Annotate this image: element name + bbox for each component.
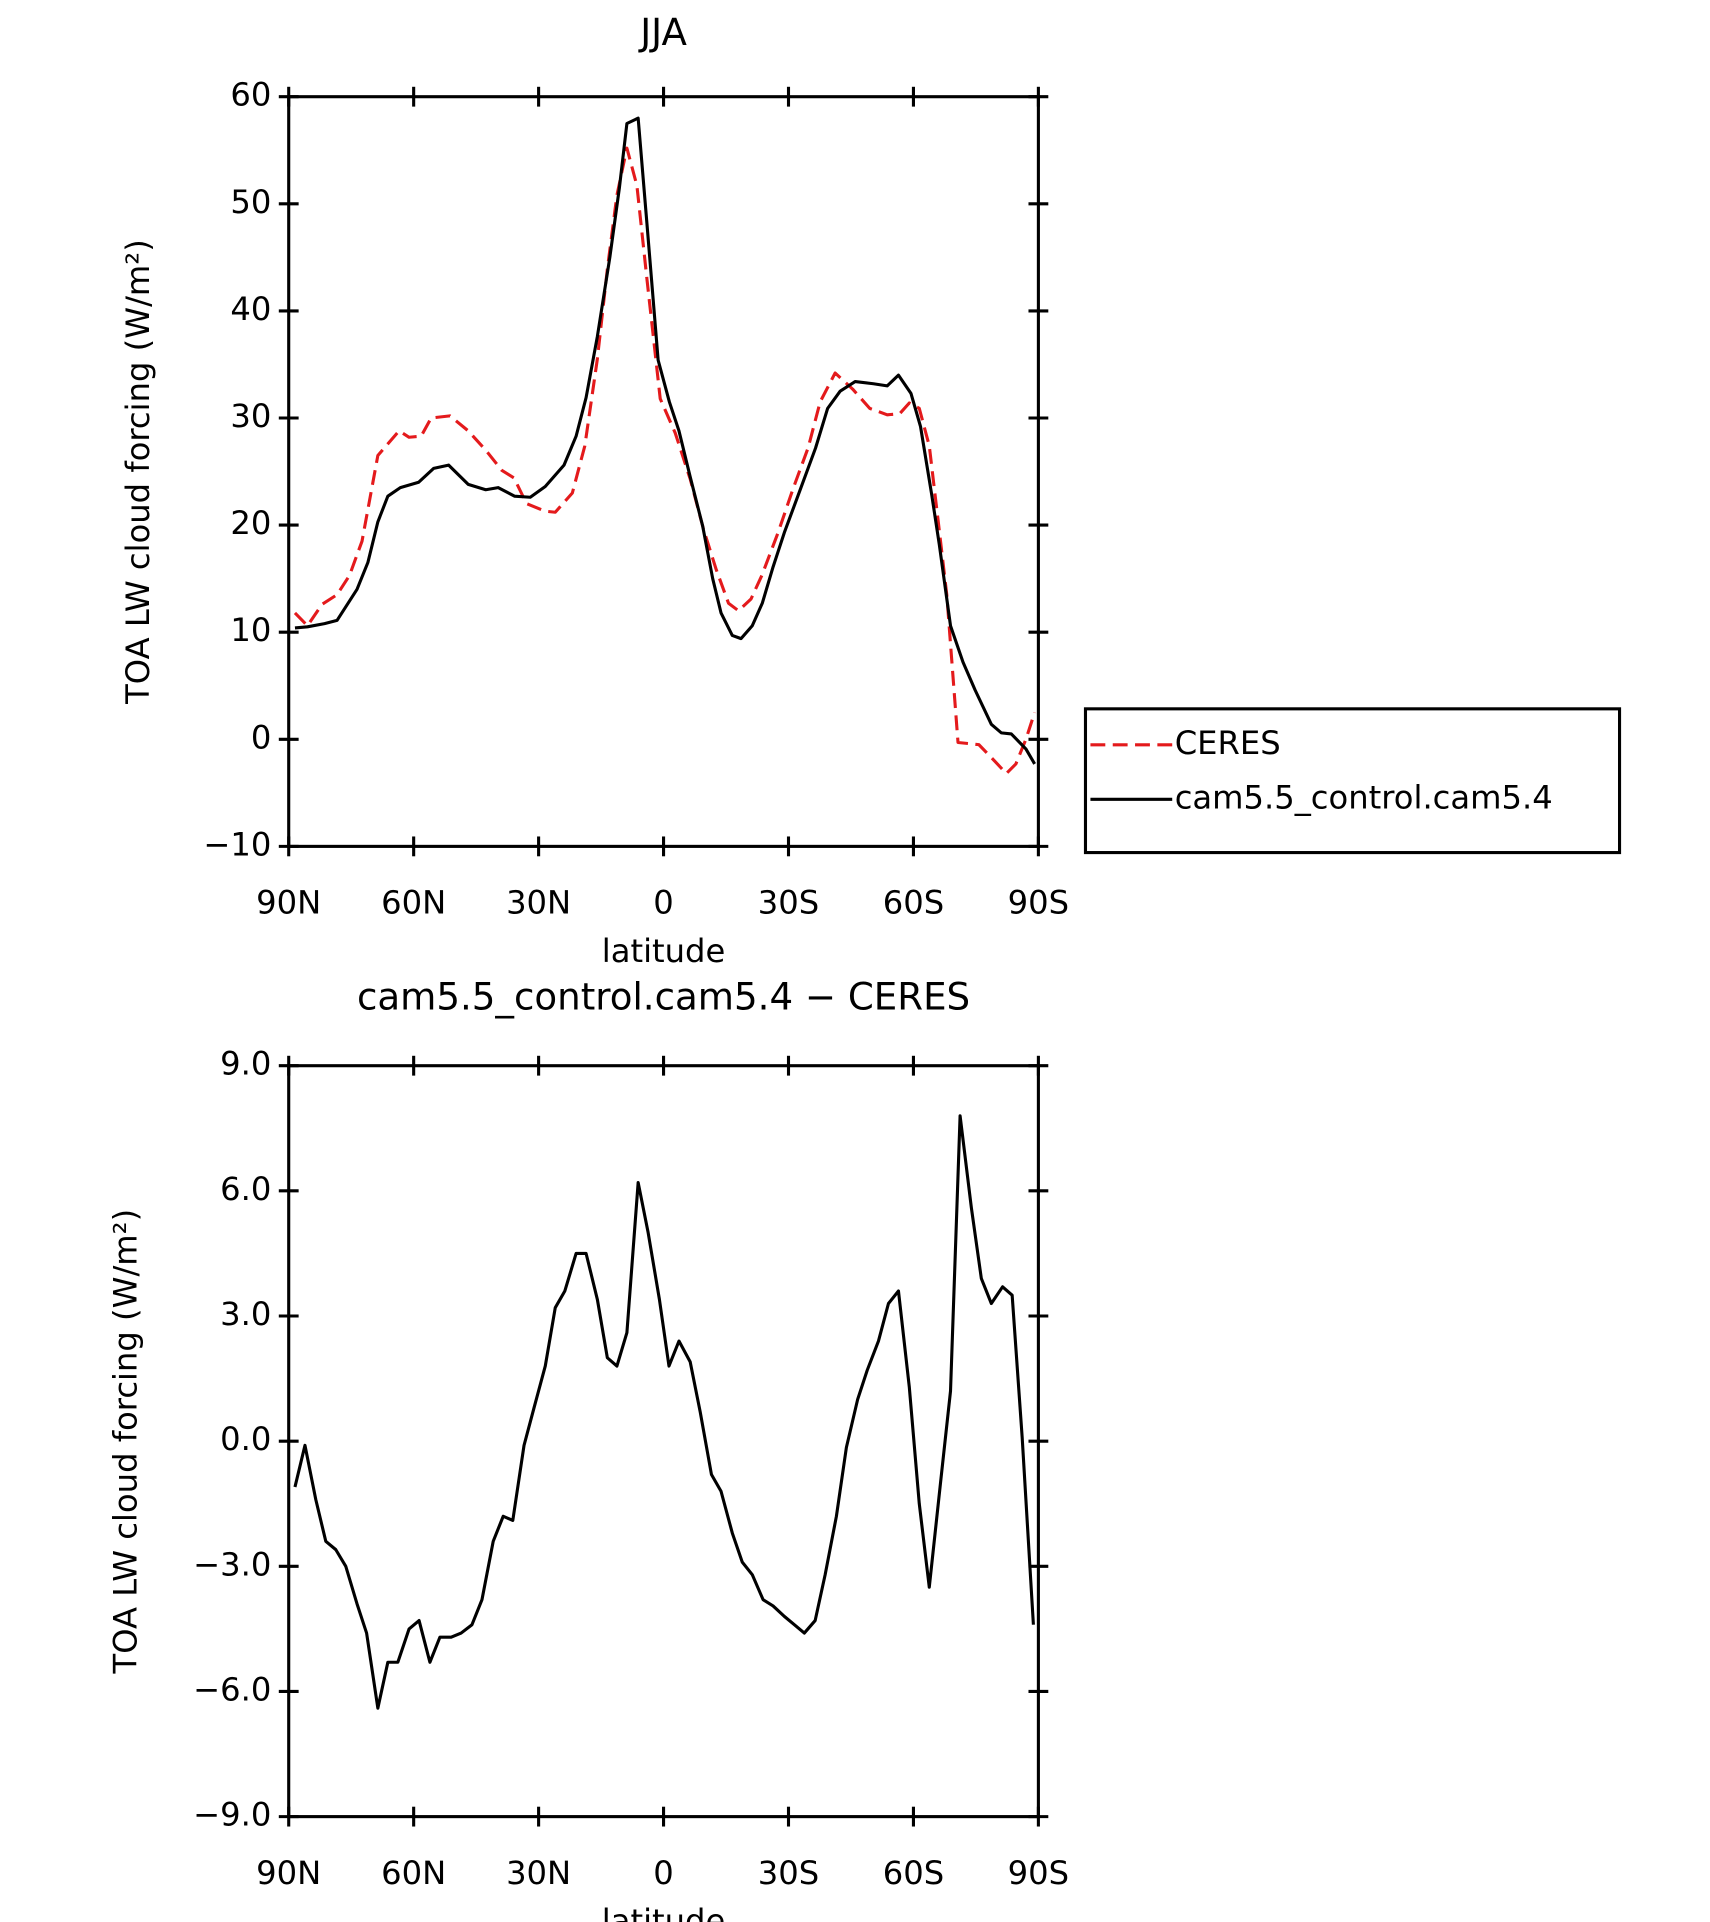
x-tick-label: 60S [883, 1854, 944, 1892]
x-tick-label: 0 [653, 884, 674, 922]
x-tick-label: 30N [506, 1854, 571, 1892]
plot-frame [287, 95, 1040, 848]
y-tick-label: 40 [230, 290, 271, 328]
legend-label: CERES [1175, 724, 1281, 762]
y-axis-label: TOA LW cloud forcing (W/m²) [119, 239, 157, 705]
y-tick-label: −3.0 [193, 1545, 271, 1583]
y-tick-label: 20 [230, 504, 271, 542]
x-tick-label: 60N [381, 1854, 446, 1892]
y-tick-label: 60 [230, 76, 271, 114]
y-tick-label: 0 [251, 718, 272, 756]
x-tick-label: 90S [1008, 884, 1069, 922]
y-tick-label: 10 [230, 611, 271, 649]
x-tick-label: 60S [883, 884, 944, 922]
data-line [293, 1114, 1035, 1710]
x-tick-label: 90N [256, 1854, 321, 1892]
y-tick-label: 6.0 [220, 1170, 271, 1208]
y-tick-label: −10 [203, 825, 271, 863]
chart-title: cam5.5_control.cam5.4 − CERES [357, 974, 970, 1018]
x-tick-label: 90N [256, 884, 321, 922]
y-tick-label: 50 [230, 183, 271, 221]
x-tick-label: 0 [653, 1854, 674, 1892]
y-tick-label: 30 [230, 397, 271, 435]
data-line [293, 146, 1037, 776]
x-tick-label: 30S [758, 1854, 819, 1892]
y-axis-label: TOA LW cloud forcing (W/m²) [107, 1209, 145, 1675]
x-tick-label: 30S [758, 884, 819, 922]
y-tick-label: 0.0 [220, 1420, 271, 1458]
y-tick-label: −6.0 [193, 1670, 271, 1708]
x-tick-label: 30N [506, 884, 571, 922]
y-tick-label: −9.0 [193, 1796, 271, 1834]
y-tick-label: 9.0 [220, 1045, 271, 1083]
x-tick-label: 60N [381, 884, 446, 922]
x-axis-label: latitude [602, 932, 726, 970]
data-line [294, 116, 1036, 765]
plot-frame [287, 1064, 1040, 1819]
x-axis-label: latitude [602, 1902, 726, 1922]
y-tick-label: 3.0 [220, 1295, 271, 1333]
chart-title: JJA [638, 10, 687, 54]
x-tick-label: 90S [1008, 1854, 1069, 1892]
legend-box [1083, 707, 1622, 855]
legend-label: cam5.5_control.cam5.4 [1175, 778, 1553, 816]
